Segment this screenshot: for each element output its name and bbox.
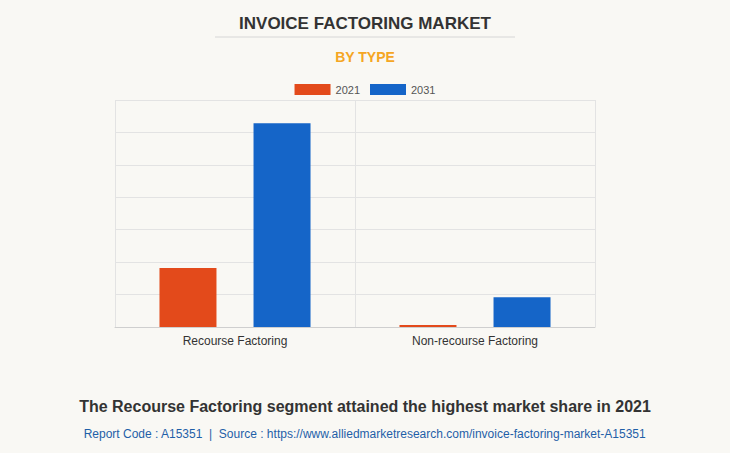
svg-text:BY TYPE: BY TYPE	[335, 49, 395, 65]
svg-text:The Recourse Factoring segment: The Recourse Factoring segment attained …	[79, 398, 651, 415]
svg-text:2031: 2031	[411, 84, 435, 96]
svg-text:Non-recourse Factoring: Non-recourse Factoring	[412, 334, 538, 348]
svg-text:Report Code : A15351 | Sourc: Report Code : A15351 | Source : https://…	[84, 427, 646, 441]
svg-text:INVOICE FACTORING MARKET: INVOICE FACTORING MARKET	[239, 14, 491, 33]
svg-text:2021: 2021	[336, 84, 360, 96]
svg-text:Recourse Factoring: Recourse Factoring	[183, 334, 288, 348]
